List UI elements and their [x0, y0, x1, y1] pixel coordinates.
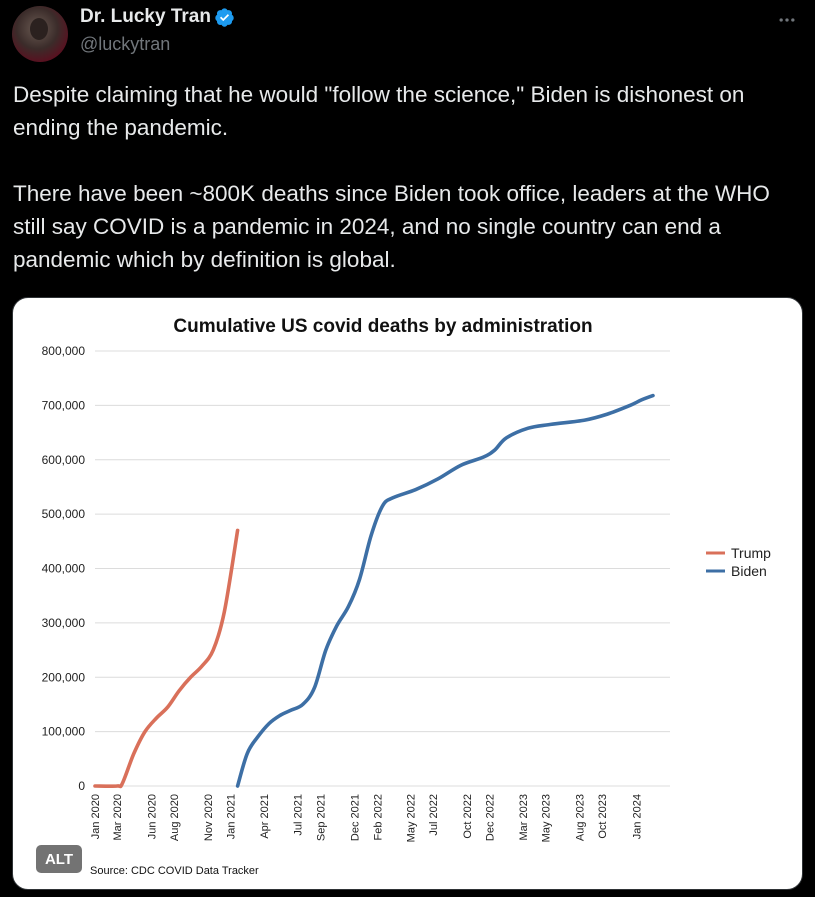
x-tick-label: Jan 2020: [90, 794, 102, 839]
tweet-text: Despite claiming that he would "follow t…: [13, 78, 793, 276]
chart-svg: Cumulative US covid deaths by administra…: [42, 316, 772, 877]
y-tick-label: 100,000: [42, 725, 86, 739]
x-tick-label: Mar 2020: [112, 794, 124, 840]
verified-badge-icon: [215, 7, 234, 27]
y-tick-label: 600,000: [42, 453, 86, 467]
x-tick-label: Jan 2021: [226, 794, 238, 839]
author-handle[interactable]: @luckytran: [80, 34, 171, 54]
x-tick-label: Jan 2024: [631, 794, 643, 839]
x-tick-label: Nov 2020: [203, 794, 215, 841]
legend-label-biden: Biden: [731, 563, 767, 579]
x-tick-label: Dec 2022: [485, 794, 497, 841]
y-tick-label: 300,000: [42, 616, 86, 630]
tweet-text-paragraph-1: Despite claiming that he would "follow t…: [13, 82, 745, 140]
x-tick-label: Oct 2023: [597, 794, 609, 839]
x-tick-label: Apr 2021: [259, 794, 271, 839]
series-line-biden: [235, 393, 655, 788]
y-tick-label: 800,000: [42, 344, 86, 358]
tweet-media-chart[interactable]: Cumulative US covid deaths by administra…: [12, 297, 803, 890]
x-tick-label: Jun 2020: [146, 794, 158, 839]
tweet-header: Dr. Lucky Tran @luckytran: [12, 2, 803, 62]
series-line-trump: [93, 528, 240, 789]
tweet-text-paragraph-2: There have been ~800K deaths since Biden…: [13, 181, 770, 272]
author-block: Dr. Lucky Tran @luckytran: [80, 6, 235, 55]
x-tick-label: May 2022: [405, 794, 417, 842]
y-tick-label: 400,000: [42, 562, 86, 576]
x-tick-label: Jul 2022: [428, 794, 440, 836]
author-name[interactable]: Dr. Lucky Tran: [80, 6, 211, 27]
x-tick-label: Aug 2023: [575, 794, 587, 841]
more-options-icon: [779, 18, 795, 22]
x-tick-label: Jul 2021: [293, 794, 305, 836]
avatar[interactable]: [12, 6, 68, 62]
y-tick-label: 700,000: [42, 398, 86, 412]
x-tick-label: Dec 2021: [349, 794, 361, 841]
alt-text-button[interactable]: ALT: [36, 845, 82, 873]
x-tick-label: May 2023: [541, 794, 553, 842]
x-tick-label: Aug 2020: [169, 794, 181, 841]
x-tick-label: Feb 2022: [372, 794, 384, 840]
chart-source: Source: CDC COVID Data Tracker: [90, 865, 259, 877]
x-tick-label: Mar 2023: [518, 794, 530, 840]
y-tick-label: 200,000: [42, 670, 86, 684]
y-tick-label: 500,000: [42, 507, 86, 521]
x-tick-label: Sep 2021: [316, 794, 328, 841]
chart-title: Cumulative US covid deaths by administra…: [173, 316, 592, 337]
more-options-button[interactable]: [771, 4, 803, 36]
x-tick-label: Oct 2022: [462, 794, 474, 839]
legend-label-trump: Trump: [731, 545, 771, 561]
y-tick-label: 0: [78, 779, 85, 793]
